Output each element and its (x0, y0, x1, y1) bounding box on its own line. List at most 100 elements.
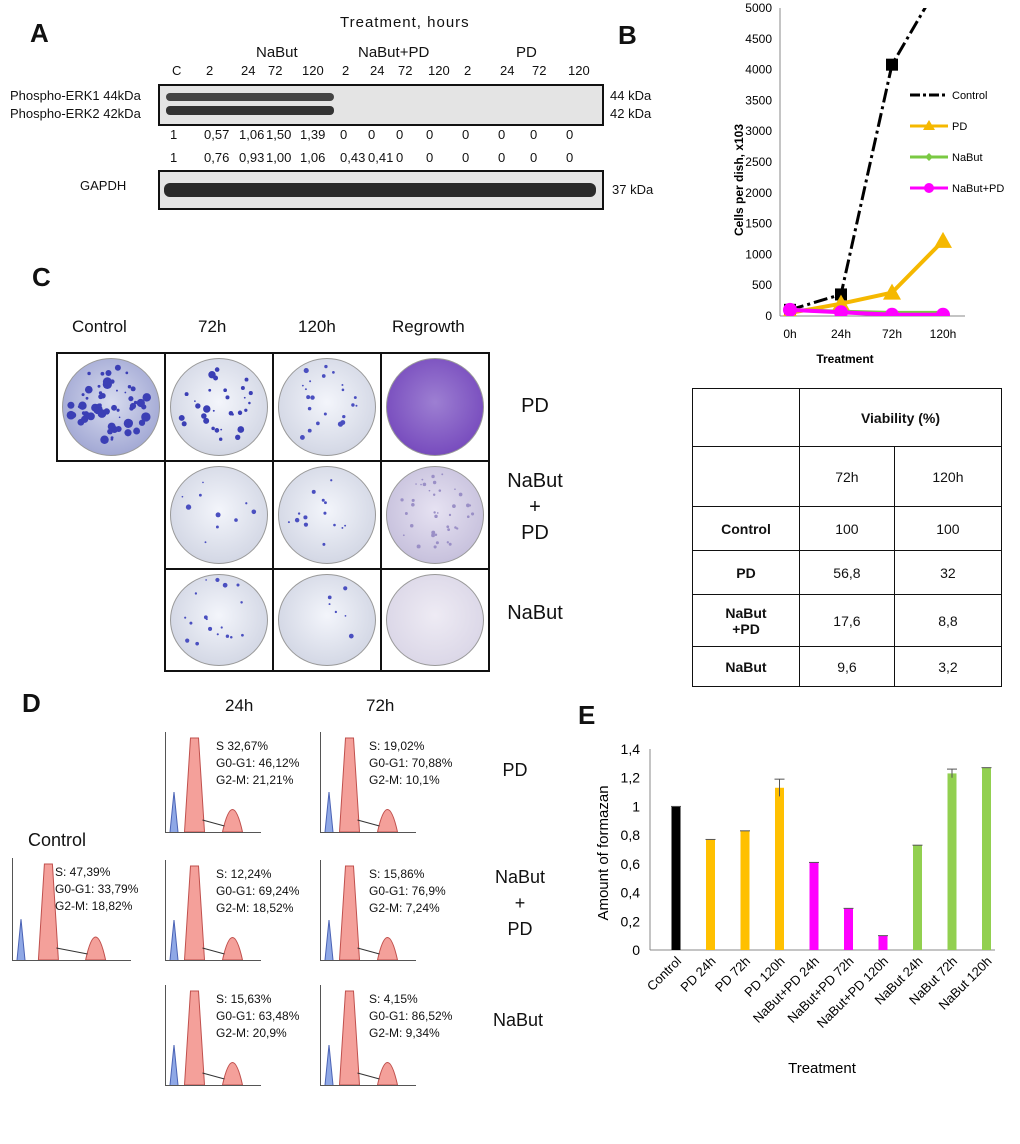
erk-ratio-value: 0 (530, 127, 538, 142)
growth-point (835, 288, 847, 301)
treatment-title: Treatment, hours (340, 14, 470, 31)
gapdh-ratio-value: 0 (566, 150, 574, 165)
debris-peak (169, 919, 179, 960)
group-nabut-pd: NaBut+PD (358, 44, 430, 61)
d-row-label-nabut: NaBut (492, 1010, 544, 1030)
g2-peak (221, 1062, 244, 1085)
erk-ratio-value: 1,39 (300, 127, 326, 142)
formazan-bar (706, 839, 715, 950)
formazan-y-tick: 0,8 (621, 827, 641, 843)
d-row-label-pd: PD (502, 760, 528, 780)
gapdh-ratio-value: 0 (426, 150, 434, 165)
debris-peak (324, 791, 334, 832)
debris-peak (324, 919, 334, 960)
formazan-y-tick: 1 (632, 798, 640, 814)
lane-label: 72 (268, 63, 283, 78)
gapdh-ratio-value: 1,00 (266, 150, 292, 165)
growth-line-pd (789, 239, 945, 315)
row-label-nabut: NaBut (507, 602, 563, 624)
lane-label: 2 (464, 63, 472, 78)
cell-cycle-value: G2-M: 7,24% (369, 901, 440, 915)
panel-label-e: E (578, 700, 596, 730)
growth-y-tick: 4500 (745, 32, 772, 46)
cell-cycle-value: G2-M: 20,9% (216, 1026, 287, 1040)
lane-label: 24 (500, 63, 515, 78)
growth-x-label: Treatment (816, 352, 873, 366)
erk-ratio-value: 0 (426, 127, 434, 142)
cell-cycle-value: G2-M: 9,34% (369, 1026, 440, 1040)
cell-cycle-value: S: 12,24% (216, 867, 272, 881)
panel-label-d: D (22, 688, 41, 718)
formazan-bar (913, 845, 922, 950)
dish-pd-72h (164, 352, 274, 462)
gapdh-ratio-value: 0 (396, 150, 404, 165)
lane-label: 120 (568, 63, 590, 78)
band-label-erk1: Phospho-ERK1 44kDa (10, 88, 141, 103)
debris-peak (169, 1044, 179, 1085)
erk-ratio-value: 0 (368, 127, 376, 142)
erk-ratio-value: 0 (498, 127, 506, 142)
lane-label: C (172, 63, 182, 78)
gapdh-blot (158, 170, 604, 210)
cell-cycle-label: S: 19,02% G0-G1: 70,88% G2-M: 10,1% (369, 738, 452, 789)
g1-peak (183, 737, 206, 832)
cell-cycle-label: S: 4,15% G0-G1: 86,52% G2-M: 9,34% (369, 991, 452, 1042)
gapdh-ratio-value: 0 (498, 150, 506, 165)
growth-point (783, 302, 797, 316)
dish-nabut-pd-72h (164, 460, 274, 570)
legend-label: NaBut+PD (952, 183, 1004, 195)
table-row: NaBut 9,6 3,2 (692, 646, 1003, 687)
panel-label-a: A (30, 18, 49, 48)
legend-label: NaBut (952, 152, 983, 164)
dish-pd-regrowth (380, 352, 490, 462)
gapdh-ratio-value: 0 (462, 150, 470, 165)
col-header-regrowth: Regrowth (392, 317, 465, 336)
g1-peak (338, 737, 361, 832)
cell-cycle-value: G2-M: 10,1% (369, 773, 440, 787)
growth-y-tick: 2500 (745, 155, 772, 169)
cell-cycle-value: S: 19,02% (369, 739, 425, 753)
cell-cycle-value: G0-G1: 69,24% (216, 884, 300, 898)
cell-cycle-label: S: 47,39% G0-G1: 33,79% G2-M: 18,82% (55, 864, 138, 915)
cell-cycle-label: S 32,67% G0-G1: 46,12% G2-M: 21,21% (216, 738, 299, 789)
legend-label: PD (952, 121, 967, 133)
growth-x-tick: 72h (882, 327, 902, 341)
s-phase-trace (357, 819, 380, 827)
group-pd: PD (516, 44, 537, 61)
lane-label: 2 (342, 63, 350, 78)
d-time-72h: 72h (366, 696, 395, 715)
dish-control (56, 352, 166, 462)
cell-cycle-value: G0-G1: 76,9% (369, 884, 446, 898)
panel-label-c: C (32, 262, 51, 292)
cell-cycle-label: S: 15,86% G0-G1: 76,9% G2-M: 7,24% (369, 866, 446, 917)
g1-peak (183, 990, 206, 1085)
gapdh-ratio-value: 1 (170, 150, 178, 165)
histogram-72h: S: 15,86% G0-G1: 76,9% G2-M: 7,24% (320, 860, 446, 961)
cell-cycle-value: G2-M: 18,82% (55, 899, 133, 913)
g1-peak (338, 990, 361, 1085)
cell-cycle-label: S: 12,24% G0-G1: 69,24% G2-M: 18,52% (216, 866, 299, 917)
formazan-y-tick: 0,2 (621, 913, 641, 929)
formazan-y-tick: 0,4 (621, 885, 641, 901)
cell-cycle-value: S: 47,39% (55, 865, 111, 879)
gapdh-ratio-value: 0,41 (368, 150, 394, 165)
g2-peak (376, 1062, 399, 1085)
g2-peak (221, 937, 244, 960)
gapdh-label: GAPDH (80, 178, 127, 193)
histogram-control: S: 47,39% G0-G1: 33,79% G2-M: 18,82% (12, 858, 138, 961)
g1-peak (338, 865, 361, 960)
cell-cycle-label: S: 15,63% G0-G1: 63,48% G2-M: 20,9% (216, 991, 299, 1042)
growth-point (832, 294, 850, 311)
growth-point (883, 283, 901, 300)
dish-pd-120h (272, 352, 382, 462)
histogram-24h: S: 15,63% G0-G1: 63,48% G2-M: 20,9% (165, 985, 299, 1086)
band-label-erk2: Phospho-ERK2 42kDa (10, 106, 141, 121)
cell-cycle-value: G0-G1: 63,48% (216, 1009, 300, 1023)
formazan-bar (740, 830, 750, 950)
table-row: PD 56,8 32 (692, 550, 1003, 595)
cell-cycle-value: G2-M: 21,21% (216, 773, 294, 787)
erk-ratio-value: 0 (462, 127, 470, 142)
viability-table: Viability (%) 72h 120h Control 100 100 P… (692, 388, 1003, 687)
g1-peak (183, 865, 206, 960)
col-header-72h: 72h (198, 317, 227, 336)
